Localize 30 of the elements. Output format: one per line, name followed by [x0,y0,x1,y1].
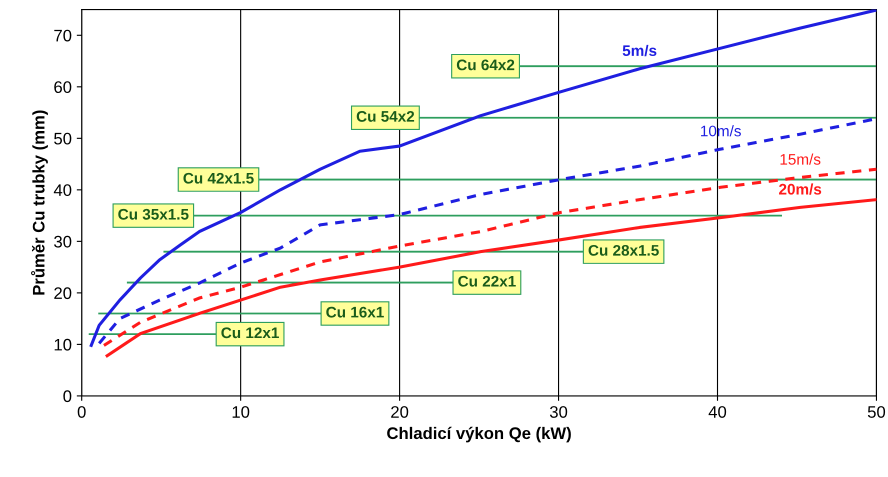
y-tick-label: 20 [54,287,72,300]
series-label: Cu 28x1.5 [588,244,659,256]
series-label: Cu 22x1 [458,276,516,287]
series-label: Cu 12x1 [221,327,279,338]
series-label: Cu 64x2 [456,59,514,70]
x-axis-title: Chladicí výkon Qe (kW) [387,426,571,442]
annotation: 15m/s [780,154,820,165]
series-label: Cu 16x1 [326,306,384,318]
series-label: Cu 42x1.5 [183,172,254,184]
line-series [102,168,876,347]
y-tick-label: 50 [54,132,72,145]
x-tick-label: 20 [391,406,408,418]
y-tick-label: 0 [63,390,72,402]
x-tick-label: 30 [550,406,568,418]
y-tick-label: 40 [54,184,72,196]
y-tick-label: 60 [54,81,72,94]
x-tick-label: 50 [868,406,886,418]
x-tick-label: 0 [78,406,86,418]
series-label: Cu 54x2 [356,111,414,122]
line-series [106,198,876,358]
annotation: 5m/s [622,44,656,56]
line-series [90,10,876,347]
x-tick-label: 40 [708,406,726,418]
series-label: Cu 35x1.5 [118,208,189,220]
y-axis-title: Průměr Cu trubky (mm) [31,110,48,295]
y-tick-label: 10 [54,338,72,351]
x-tick-label: 10 [232,406,250,418]
y-tick-label: 70 [54,30,72,42]
y-tick-label: 30 [54,236,72,248]
annotation: 20m/s [779,183,822,195]
